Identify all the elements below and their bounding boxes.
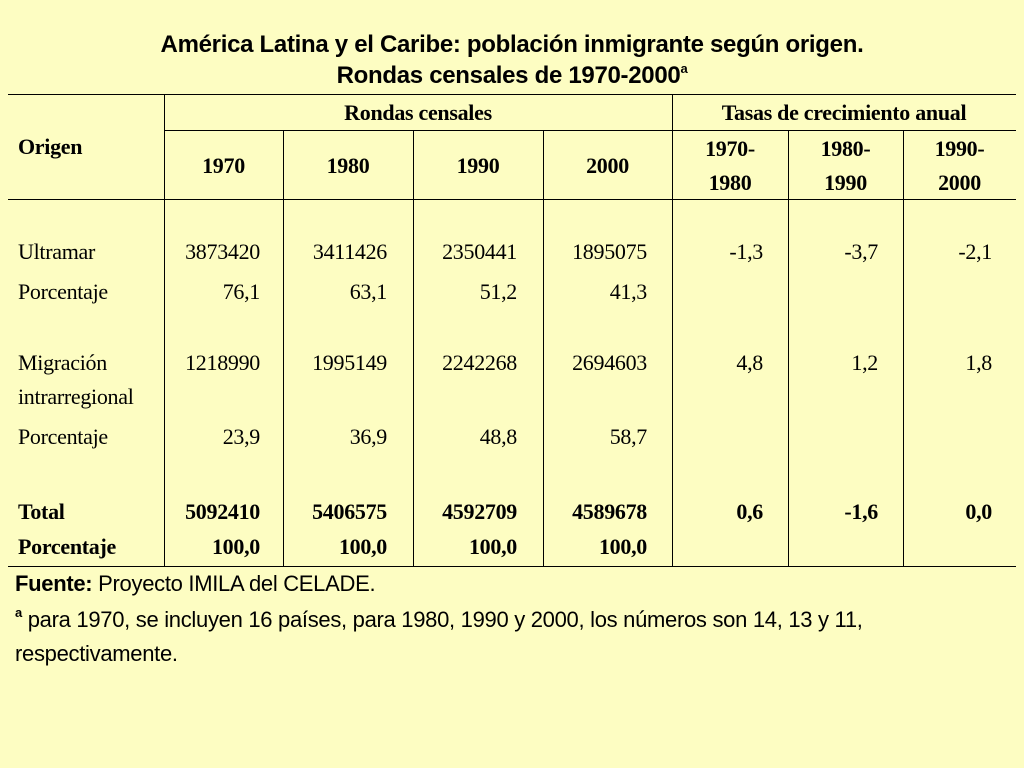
cell-migracion-rate-1: 4,8 [736, 350, 763, 375]
header-group-rule [164, 130, 1016, 131]
year-header-2000: 2000 [586, 153, 629, 178]
col-divider-1980 [413, 130, 414, 566]
year-header-1990: 1990 [456, 153, 500, 178]
row-label-migracion: Migración [18, 350, 107, 375]
col-divider-1970 [283, 130, 284, 566]
cell-pct-total-2000: 100,0 [598, 534, 647, 559]
cell-pct-total-1970: 100,0 [211, 534, 260, 559]
footer-note-line-1: a para 1970, se incluyen 16 países, para… [15, 606, 863, 634]
cell-pct-ultramar-1980: 63,1 [349, 279, 388, 304]
origen-header: Origen [18, 134, 83, 159]
period-header-1980-1990-a: 1980- [820, 136, 871, 161]
cell-migracion-1970: 1218990 [185, 350, 260, 375]
cell-total-1980: 5406575 [312, 499, 387, 524]
footer-note-line-2: respectivamente. [15, 641, 178, 666]
footer-source-label: Fuente: [15, 571, 93, 596]
cell-pct-ultramar-1970: 76,1 [222, 279, 261, 304]
table-bottom-rule [8, 566, 1016, 567]
cell-pct-total-1990: 100,0 [468, 534, 517, 559]
row-label-total: Total [18, 499, 65, 524]
col-divider-2000 [672, 94, 673, 566]
row-label-porcentaje-ultramar: Porcentaje [18, 279, 108, 304]
period-header-1990-2000-b: 2000 [938, 170, 981, 195]
cell-total-rate-2: -1,6 [844, 499, 878, 524]
table-top-rule [8, 94, 1016, 95]
cell-total-1990: 4592709 [442, 499, 517, 524]
tasas-crecimiento-header: Tasas de crecimiento anual [721, 100, 967, 125]
footer-note-text: para 1970, se incluyen 16 países, para 1… [21, 607, 863, 632]
col-divider-1990 [543, 130, 544, 566]
cell-migracion-1990: 2242268 [442, 350, 517, 375]
cell-pct-ultramar-1990: 51,2 [479, 279, 518, 304]
cell-pct-ultramar-2000: 41,3 [609, 279, 648, 304]
row-label-ultramar: Ultramar [18, 239, 96, 264]
cell-migracion-rate-3: 1,8 [965, 350, 992, 375]
title-footnote-marker: a [680, 61, 688, 76]
cell-ultramar-1980: 3411426 [312, 239, 387, 264]
cell-ultramar-rate-2: -3,7 [844, 239, 878, 264]
period-header-1980-1990-b: 1990 [824, 170, 867, 195]
cell-pct-total-1980: 100,0 [338, 534, 387, 559]
col-divider-origen [164, 94, 165, 566]
cell-pct-migracion-1980: 36,9 [349, 424, 388, 449]
title-line-2: Rondas censales de 1970-2000a [0, 61, 1024, 91]
period-header-1970-1980-b: 1980 [708, 170, 752, 195]
year-header-1980: 1980 [326, 153, 370, 178]
cell-migracion-1980: 1995149 [312, 350, 387, 375]
cell-ultramar-2000: 1895075 [572, 239, 647, 264]
rondas-censales-header: Rondas censales [344, 100, 492, 125]
cell-ultramar-1990: 2350441 [442, 239, 517, 264]
cell-migracion-2000: 2694603 [572, 350, 647, 375]
cell-total-2000: 4589678 [572, 499, 647, 524]
footer-note-marker: a [15, 605, 22, 620]
row-label-intrarregional: intrarregional [18, 384, 134, 409]
period-header-1990-2000-a: 1990- [934, 136, 985, 161]
row-label-porcentaje-total: Porcentaje [18, 534, 116, 559]
cell-ultramar-rate-3: -2,1 [958, 239, 992, 264]
cell-total-rate-3: 0,0 [965, 499, 992, 524]
cell-pct-migracion-1970: 23,9 [222, 424, 261, 449]
col-divider-rate-2 [903, 130, 904, 566]
cell-migracion-rate-2: 1,2 [851, 350, 878, 375]
title-line-2-text: Rondas censales de 1970-2000 [336, 62, 681, 89]
cell-ultramar-rate-1: -1,3 [729, 239, 763, 264]
cell-total-1970: 5092410 [185, 499, 260, 524]
footer-source: Fuente: Proyecto IMILA del CELADE. [15, 570, 376, 598]
title-line-1: América Latina y el Caribe: población in… [160, 31, 864, 58]
footer-source-text: Proyecto IMILA del CELADE. [92, 571, 376, 596]
cell-pct-migracion-1990: 48,8 [479, 424, 518, 449]
cell-pct-migracion-2000: 58,7 [609, 424, 648, 449]
year-header-1970: 1970 [202, 153, 245, 178]
cell-ultramar-1970: 3873420 [185, 239, 260, 264]
header-bottom-rule [8, 199, 1016, 200]
period-header-1970-1980-a: 1970- [705, 136, 755, 161]
row-label-porcentaje-migracion: Porcentaje [18, 424, 108, 449]
cell-total-rate-1: 0,6 [736, 499, 763, 524]
col-divider-rate-1 [788, 130, 789, 566]
